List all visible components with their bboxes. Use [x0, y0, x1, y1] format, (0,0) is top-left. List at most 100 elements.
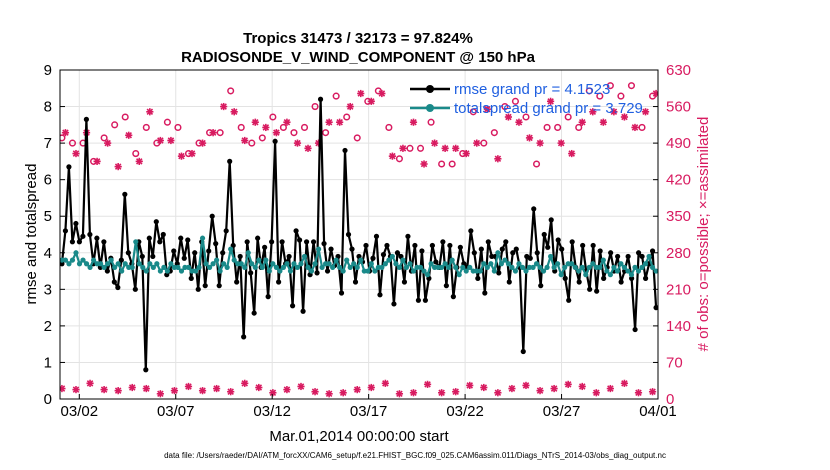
totalspread-point	[407, 261, 413, 267]
obs-low-marker	[564, 380, 572, 388]
obs-assimilated-marker	[420, 160, 428, 168]
obs-possible-marker	[385, 123, 393, 131]
obs-low-marker	[339, 389, 347, 397]
obs-low-marker	[213, 384, 221, 393]
obs-low-marker	[255, 383, 263, 392]
totalspread-point	[178, 268, 185, 274]
totalspread-point	[653, 268, 658, 274]
rmse-point	[251, 310, 257, 316]
totalspread-point	[400, 257, 406, 263]
totalspread-point	[389, 253, 395, 260]
obs-low-marker	[325, 390, 333, 398]
rmse-point	[555, 237, 561, 243]
rmse-point	[545, 244, 551, 250]
totalspread-point	[590, 261, 596, 267]
rmse-point	[213, 241, 219, 247]
obs-low-marker	[198, 387, 207, 395]
totalspread-point	[252, 264, 258, 270]
totalspread-point	[245, 250, 251, 256]
obs-low-marker	[156, 390, 164, 398]
rmse-point	[482, 290, 488, 296]
obs-assimilated-marker	[241, 136, 249, 145]
totalspread-point	[305, 264, 311, 270]
rmse-point	[206, 248, 212, 254]
rmse-point	[66, 164, 72, 170]
obs-assimilated-marker	[336, 118, 344, 126]
x-tick-label: 03/27	[543, 403, 581, 420]
obs-low-marker	[60, 384, 66, 393]
rmse-point	[150, 253, 156, 260]
rmse-point	[496, 270, 502, 276]
rmse-point	[139, 253, 145, 260]
legend-rmse-marker	[426, 85, 434, 93]
totalspread-point	[147, 261, 153, 267]
rmse-point	[188, 275, 194, 281]
obs-assimilated-marker	[104, 139, 112, 147]
totalspread-point	[185, 264, 192, 270]
totalspread-point	[273, 264, 279, 270]
obs-possible-marker	[132, 150, 140, 158]
rmse-point	[293, 228, 299, 234]
totalspread-point	[642, 261, 649, 267]
x-tick-label: 03/02	[61, 403, 99, 420]
totalspread-point	[101, 264, 107, 270]
rmse-point	[576, 279, 582, 285]
rmse-point	[653, 305, 658, 311]
y-tick-label: 0	[44, 391, 52, 408]
totalspread-point	[280, 264, 287, 270]
totalspread-point	[509, 264, 515, 270]
totalspread-point	[87, 264, 93, 270]
y2-tick-label: 630	[666, 62, 691, 79]
totalspread-point	[519, 264, 526, 270]
y2-tick-label: 490	[666, 135, 691, 152]
totalspread-point	[150, 264, 156, 270]
totalspread-point	[646, 253, 652, 260]
obs-possible-marker	[490, 129, 498, 137]
obs-possible-marker	[522, 113, 530, 121]
legend-totalspread-label: totalspread grand pr = 3.729	[454, 100, 643, 117]
y-tick-label: 8	[44, 99, 52, 116]
obs-possible-marker	[163, 118, 171, 126]
totalspread-point	[502, 257, 508, 263]
totalspread-point	[301, 253, 308, 260]
rmse-point	[62, 228, 69, 234]
rmse-point	[447, 242, 453, 249]
totalspread-point	[379, 264, 385, 270]
rmse-point	[394, 250, 401, 256]
obs-possible-marker	[216, 129, 224, 137]
rmse-point	[443, 283, 449, 289]
totalspread-point	[579, 264, 585, 270]
obs-possible-marker	[174, 123, 182, 131]
obs-assimilated-marker	[409, 118, 418, 126]
totalspread-point	[330, 264, 336, 270]
totalspread-point	[604, 268, 610, 274]
rmse-point	[248, 270, 254, 276]
obs-low-marker	[311, 388, 319, 396]
rmse-point	[485, 239, 491, 245]
rmse-point	[125, 250, 131, 256]
rmse-point	[101, 239, 107, 245]
rmse-point	[527, 255, 533, 261]
obs-possible-marker	[638, 123, 646, 131]
rmse-point	[415, 297, 422, 303]
y2-axis-label: # of obs: o=possible; ×=assimilated	[695, 117, 712, 352]
obs-assimilated-marker	[262, 123, 270, 132]
totalspread-point	[326, 261, 332, 267]
obs-assimilated-marker	[357, 89, 365, 98]
rmse-point	[510, 250, 516, 256]
rmse-point	[223, 228, 229, 234]
obs-low-marker	[100, 386, 108, 394]
obs-possible-marker	[227, 87, 235, 95]
totalspread-point	[164, 268, 170, 274]
rmse-point	[220, 250, 226, 256]
y-tick-label: 7	[44, 135, 52, 152]
totalspread-point	[477, 268, 483, 274]
obs-low-marker	[620, 379, 629, 387]
obs-assimilated-marker	[494, 155, 502, 163]
obs-assimilated-marker	[177, 152, 186, 160]
obs-low-marker	[142, 384, 150, 393]
rmse-point	[566, 297, 572, 303]
y2-tick-label: 0	[666, 391, 674, 408]
rmse-point	[342, 147, 348, 154]
obs-low-marker	[494, 389, 502, 397]
